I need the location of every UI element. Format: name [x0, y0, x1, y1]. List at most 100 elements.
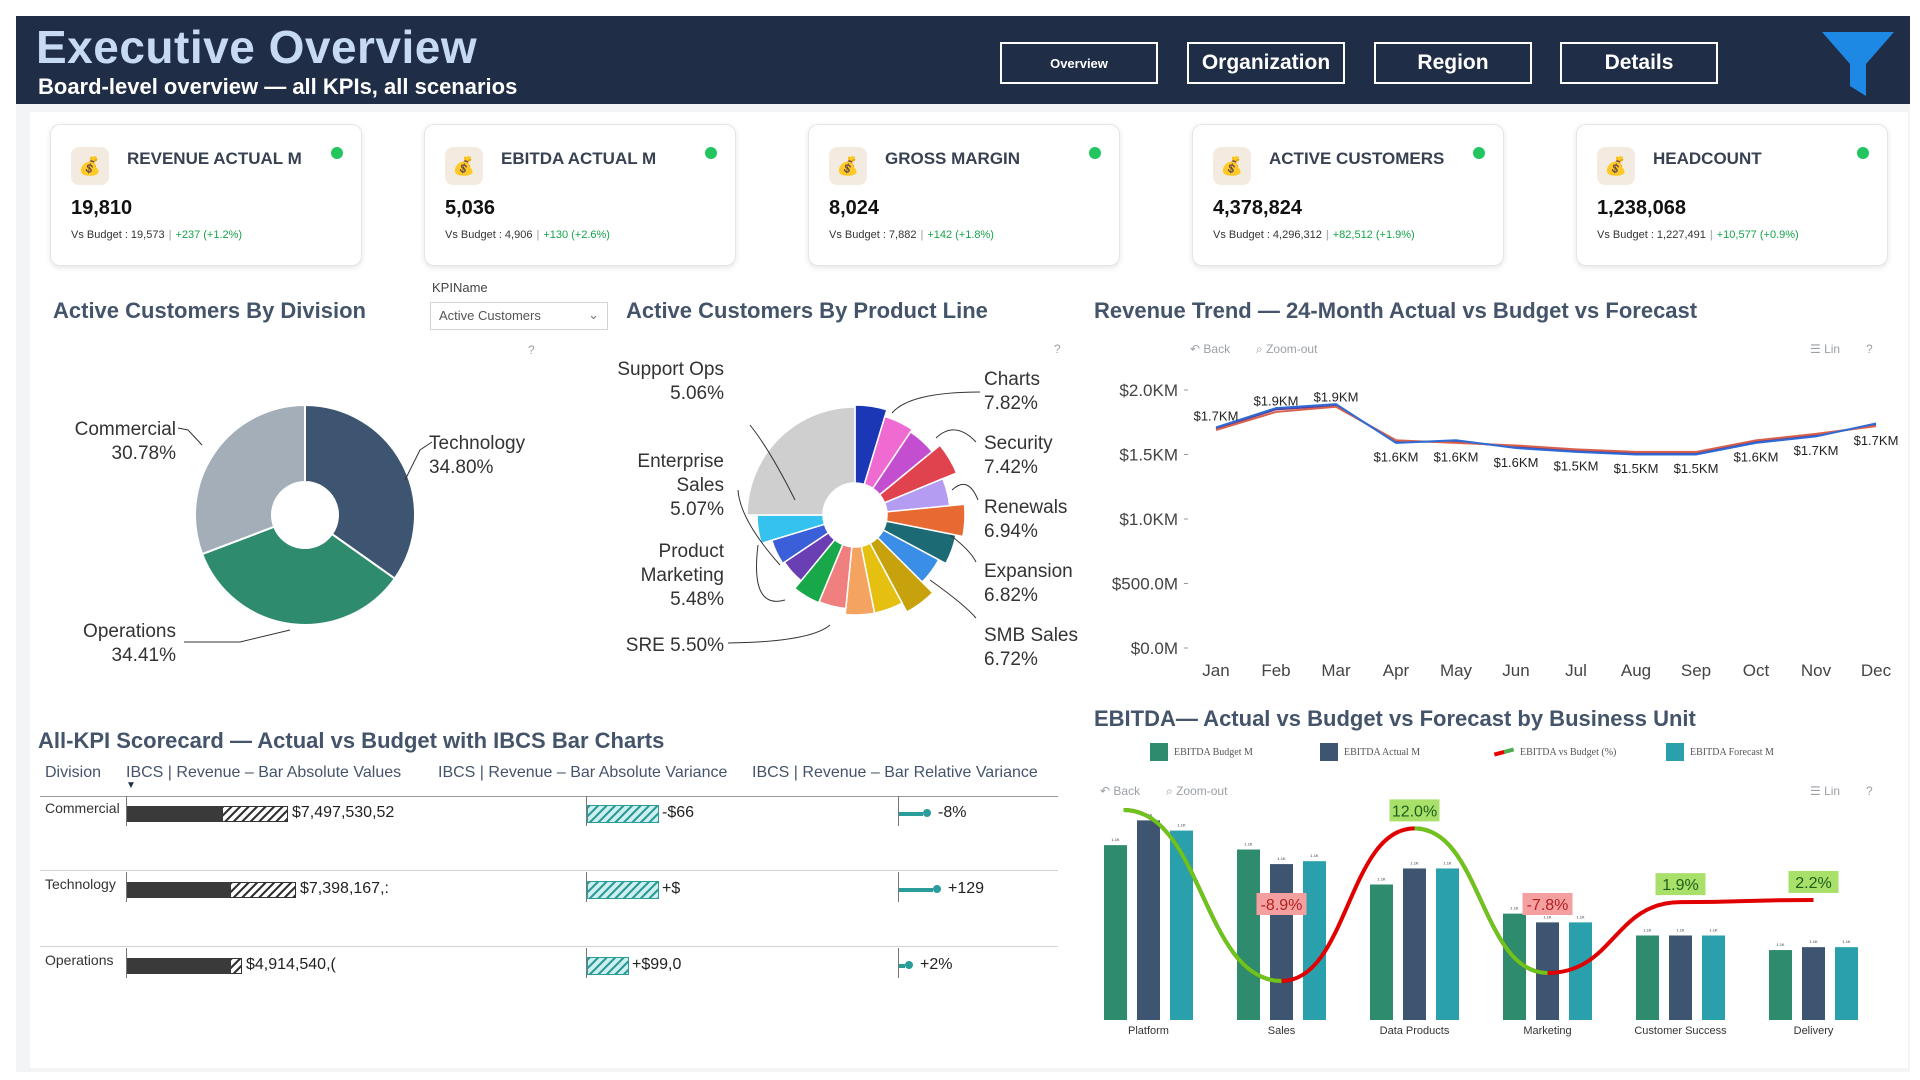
label-name: SRE [625, 635, 665, 656]
relative-variance-label: -8% [938, 804, 967, 821]
sort-desc-icon[interactable]: ▼ [126, 780, 136, 791]
legend-item[interactable]: EBITDA Forecast M [1666, 742, 1774, 762]
trend-series-line[interactable] [1215, 404, 1877, 455]
legend-item[interactable]: EBITDA vs Budget (%) [1493, 742, 1616, 762]
trend-series-line[interactable] [1215, 403, 1877, 456]
nav-organization-button[interactable]: Organization [1187, 42, 1345, 84]
relative-variance-pin[interactable] [899, 888, 933, 892]
label-pct: 6.82% [984, 585, 1038, 606]
trend-help-icon[interactable]: ? [1866, 342, 1873, 356]
ebitda-bar[interactable] [1503, 913, 1526, 1020]
bar-value-label: 1.1K [1377, 876, 1386, 881]
rose-slice[interactable] [878, 444, 958, 504]
label-pct: 5.48% [670, 589, 724, 610]
rose-slice[interactable] [863, 415, 914, 490]
ebitda-bar[interactable] [1403, 868, 1426, 1020]
kpi-card[interactable]: 💰 ACTIVE CUSTOMERS 4,378,824 Vs Budget : 4,… [1192, 124, 1504, 266]
variance-bar[interactable] [587, 881, 659, 899]
ebitda-scale-toggle[interactable]: ☰ Lin [1810, 784, 1841, 798]
rose-slice-other[interactable] [746, 406, 856, 516]
nav-details-button[interactable]: Details [1560, 42, 1718, 84]
ebitda-bar[interactable] [1237, 849, 1260, 1020]
scale-label: Lin [1824, 342, 1841, 356]
label-pct: 7.42% [984, 457, 1038, 478]
money-bag-icon: 💰 [1213, 147, 1251, 185]
ebitda-bar[interactable] [1170, 830, 1193, 1020]
rose-label: Product Marketing 5.48% [600, 540, 724, 612]
variance-data-label-box [1389, 799, 1440, 822]
scorecard-col-abs-values[interactable]: IBCS | Revenue – Bar Absolute Values [126, 764, 402, 781]
label-pct: 7.82% [984, 393, 1038, 414]
ebitda-zoom-out-button[interactable]: ⌕ Zoom-out [1166, 784, 1228, 798]
leader-line [177, 427, 203, 446]
rose-slice[interactable] [844, 545, 876, 616]
rose-slice[interactable] [869, 536, 934, 614]
ebitda-bar[interactable] [1802, 947, 1825, 1020]
trend-scale-toggle[interactable]: ☰ Lin [1810, 342, 1841, 356]
ebitda-bar[interactable] [1303, 861, 1326, 1020]
scorecard-col-abs-variance[interactable]: IBCS | Revenue – Bar Absolute Variance [438, 764, 728, 781]
revenue-trend-chart: $0.0M $500.0M $1.0KM $1.5KM $2.0KM Jan Feb Mar A… [1112, 381, 1899, 680]
row-divider [40, 946, 1058, 947]
relative-variance-pin[interactable] [899, 964, 905, 968]
chevron-down-icon: ⌄ [588, 307, 599, 322]
actual-bar[interactable] [127, 882, 231, 898]
trend-zoom-out-button[interactable]: ⌕ Zoom-out [1256, 342, 1318, 356]
legend-item[interactable]: EBITDA Budget M [1150, 742, 1253, 762]
trend-series-line[interactable] [1215, 405, 1877, 453]
rose-slice[interactable] [885, 503, 966, 538]
scorecard-col-rel-variance[interactable]: IBCS | Revenue – Bar Relative Variance [752, 764, 1038, 781]
category-label: Delivery [1794, 1025, 1834, 1037]
ebitda-bar[interactable] [1370, 884, 1393, 1020]
ebitda-bar[interactable] [1104, 845, 1127, 1020]
kpi-name: HEADCOUNT [1653, 149, 1762, 168]
ebitda-bar[interactable] [1702, 935, 1725, 1020]
kpi-comparison: Vs Budget : 19,573 | +237 (+1.2%) [71, 229, 242, 241]
donut-slice[interactable] [200, 525, 397, 626]
kpi-name-dropdown[interactable]: Active Customers ⌄ [430, 302, 608, 330]
rose-slice[interactable] [793, 538, 844, 604]
kpi-card[interactable]: 💰 EBITDA ACTUAL M 5,036 Vs Budget : 4,906 | +… [424, 124, 736, 266]
abs-value-label: $7,398,167,: [300, 880, 389, 897]
label-name: Commercial [74, 419, 176, 440]
ebitda-bar[interactable] [1270, 864, 1293, 1020]
ebitda-bar[interactable] [1137, 820, 1160, 1020]
actual-bar[interactable] [127, 806, 223, 822]
nav-overview-button[interactable]: Overview [1000, 42, 1158, 84]
rose-help-icon[interactable]: ? [1054, 342, 1061, 356]
rose-label: Support Ops 5.06% [610, 358, 724, 406]
legend-item[interactable]: EBITDA Actual M [1320, 742, 1420, 762]
kpi-card[interactable]: 💰 HEADCOUNT 1,238,068 Vs Budget : 1,227,491… [1576, 124, 1888, 266]
donut-help-icon[interactable]: ? [528, 343, 535, 357]
donut-slice[interactable] [304, 403, 416, 580]
donut-slice[interactable] [194, 403, 306, 556]
kpi-variance: +10,577 (+0.9%) [1716, 229, 1799, 241]
nav-region-button[interactable]: Region [1374, 42, 1532, 84]
kpi-card[interactable]: 💰 REVENUE ACTUAL M 19,810 Vs Budget : 19,57… [50, 124, 362, 266]
ebitda-bar[interactable] [1436, 868, 1459, 1020]
relative-variance-pin[interactable] [899, 812, 923, 816]
funnel-icon[interactable] [1818, 30, 1898, 100]
variance-bar[interactable] [587, 957, 629, 975]
rose-slice[interactable] [854, 404, 888, 486]
category-label: Data Products [1380, 1025, 1450, 1037]
ebitda-bar[interactable] [1569, 922, 1592, 1020]
ebitda-help-icon[interactable]: ? [1866, 784, 1873, 798]
ebitda-bar[interactable] [1769, 950, 1792, 1020]
ebitda-back-button[interactable]: ↶ Back [1100, 784, 1141, 798]
ebitda-bar[interactable] [1669, 935, 1692, 1020]
ebitda-bar[interactable] [1835, 947, 1858, 1020]
kpi-value: 4,378,824 [1213, 197, 1302, 219]
bar-value-label: 1.1K [1543, 914, 1552, 919]
kpi-card[interactable]: 💰 GROSS MARGIN 8,024 Vs Budget : 7,882 | +142… [808, 124, 1120, 266]
trend-back-button[interactable]: ↶ Back [1190, 342, 1231, 356]
variance-bar[interactable] [587, 805, 659, 823]
rose-slice[interactable] [882, 520, 957, 565]
money-bag-icon: 💰 [445, 147, 483, 185]
kpi-variance: +130 (+2.6%) [543, 229, 610, 241]
actual-bar[interactable] [127, 958, 231, 974]
scorecard-col-division[interactable]: Division [45, 764, 102, 781]
kpi-budget: Vs Budget : 19,573 [71, 229, 165, 241]
ebitda-bar[interactable] [1636, 935, 1659, 1020]
donut-label-operations: Operations 34.41% [76, 620, 176, 668]
